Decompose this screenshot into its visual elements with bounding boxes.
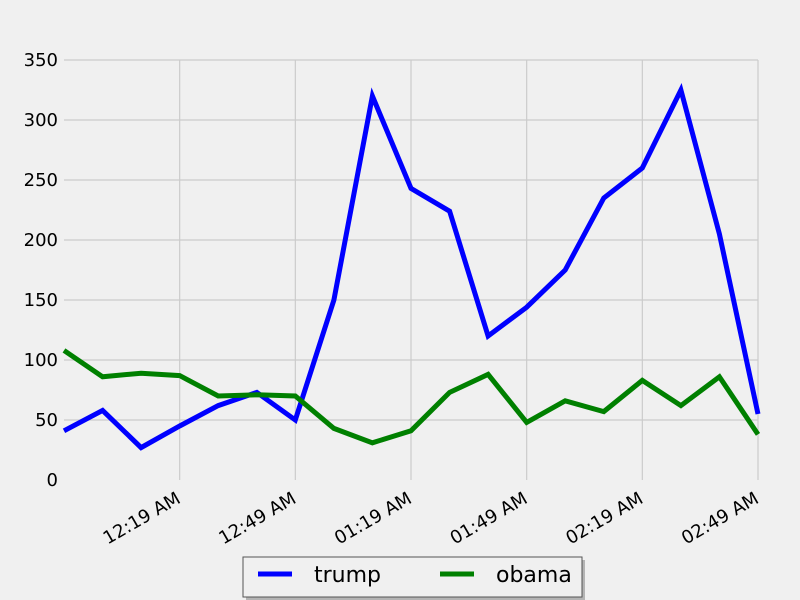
legend-box [242, 556, 583, 598]
x-tick-label: 12:49 AM [215, 488, 300, 549]
legend: trump obama [242, 556, 585, 600]
series-line-trump [62, 82, 761, 451]
y-tick-label: 350 [24, 50, 58, 71]
y-tick-label: 200 [24, 230, 58, 251]
x-tick-label: 02:49 AM [678, 488, 763, 549]
series-line-obama [62, 348, 761, 446]
x-tick-label: 01:49 AM [447, 488, 532, 549]
series-lines [62, 82, 761, 451]
y-tick-label: 100 [24, 350, 58, 371]
y-tick-label: 50 [35, 410, 58, 431]
grid-lines [64, 59, 759, 480]
x-tick-label: 12:19 AM [100, 488, 185, 549]
legend-label-trump: trump [314, 563, 381, 588]
legend-label-obama: obama [496, 563, 572, 588]
y-tick-label: 0 [47, 470, 58, 491]
x-axis-ticks: 12:19 AM 12:49 AM 01:19 AM 01:49 AM 02:19 AM… [100, 488, 763, 549]
y-axis-ticks: 0 50 100 150 200 250 300 350 [24, 50, 58, 491]
y-tick-label: 150 [24, 290, 58, 311]
y-tick-label: 250 [24, 170, 58, 191]
x-tick-label: 01:19 AM [331, 488, 416, 549]
y-tick-label: 300 [24, 110, 58, 131]
x-tick-label: 02:19 AM [562, 488, 647, 549]
